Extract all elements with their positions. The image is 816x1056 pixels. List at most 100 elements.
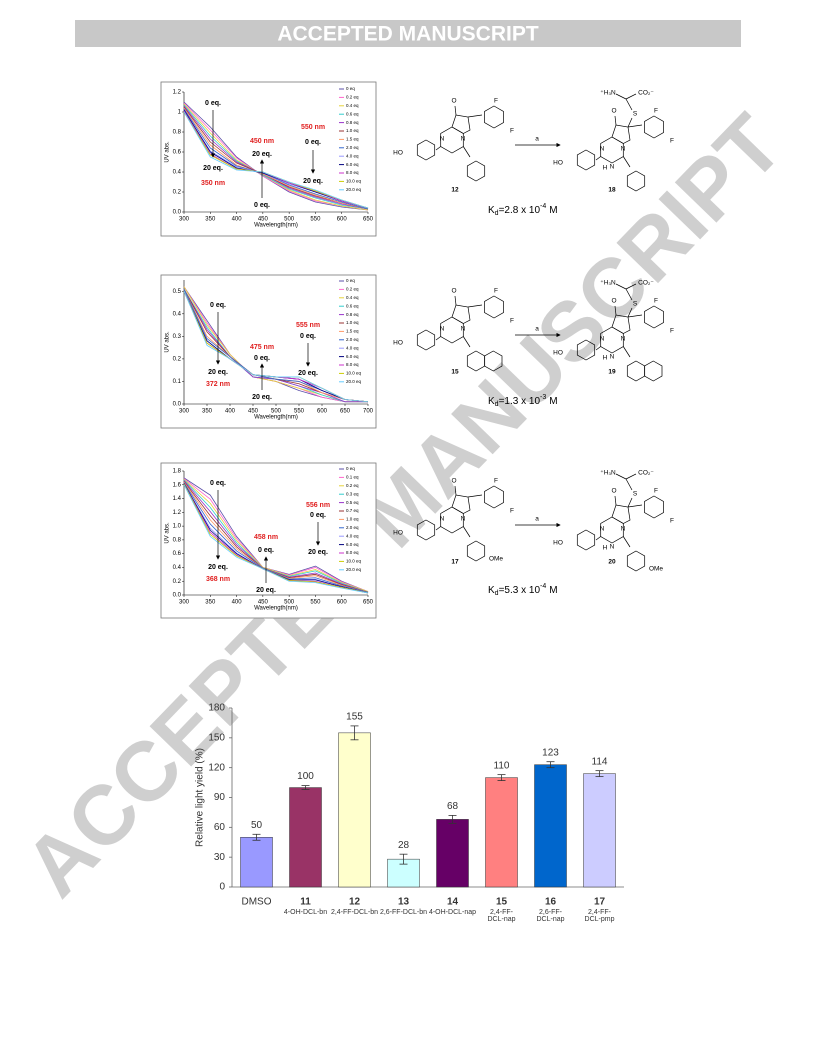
bond xyxy=(627,314,643,318)
atom-label: N xyxy=(461,326,466,333)
y-tick-label: 0.2 xyxy=(173,190,182,196)
kd-exponent: -3 xyxy=(540,394,546,401)
value-label: 50 xyxy=(251,820,263,831)
phenol-ring xyxy=(576,339,596,361)
atom-label: ⁺H₃N xyxy=(600,470,616,477)
bond xyxy=(595,536,601,541)
legend-label: 0.5 eq xyxy=(346,500,359,505)
atom-label: O xyxy=(611,488,616,495)
x-tick-label: 700 xyxy=(363,409,374,415)
category-note: DCL-pmp xyxy=(585,916,615,923)
atom-label: N xyxy=(621,146,626,153)
atom-label: N xyxy=(621,336,626,343)
atom-label: OMe xyxy=(489,556,503,563)
substituent-ring xyxy=(466,160,486,182)
bond xyxy=(625,93,637,100)
atom-label: F xyxy=(654,298,658,305)
bond xyxy=(614,305,617,316)
atom-label: N xyxy=(610,354,615,361)
atom-label: F xyxy=(494,478,498,485)
y-tick-label: 0.0 xyxy=(173,210,182,216)
value-label: 28 xyxy=(398,840,410,851)
kd-exponent: -4 xyxy=(540,583,546,590)
spectrum-line xyxy=(183,101,369,211)
bond xyxy=(627,504,643,508)
annotation: 20 eq. xyxy=(252,394,272,401)
annotation: 0 eq. xyxy=(305,139,321,146)
atom-label: O xyxy=(451,98,456,105)
annotation: 0 eq. xyxy=(310,512,326,519)
bond xyxy=(615,93,627,100)
legend-label: 1.0 eq xyxy=(346,517,359,522)
x-tick-label: 14 xyxy=(447,897,459,908)
bond xyxy=(467,114,483,118)
annotation: 0 eq. xyxy=(254,355,270,362)
atom-label: HO xyxy=(553,160,563,167)
x-tick-label: 400 xyxy=(232,217,243,223)
atom-label: HO xyxy=(393,150,403,157)
bond xyxy=(463,336,471,348)
annotation: 20 eq. xyxy=(303,178,323,185)
bar xyxy=(240,837,273,888)
annotation: 458 nm xyxy=(254,534,278,541)
legend-label: 6.0 eq xyxy=(346,162,359,167)
x-axis-label: Wavelength(nm) xyxy=(254,415,298,421)
legend-label: 6.0 eq xyxy=(346,354,359,359)
y-axis-label: UV abs. xyxy=(165,331,171,353)
atom-label: F xyxy=(654,488,658,495)
spectrum-line xyxy=(183,484,369,594)
y-tick-label: 1.2 xyxy=(173,510,182,516)
bond xyxy=(625,288,633,301)
legend-label: 0.4 eq xyxy=(346,103,359,108)
atom-label: N xyxy=(600,146,605,153)
bond xyxy=(625,473,637,480)
bar xyxy=(436,819,469,888)
atom-label: H xyxy=(603,355,608,362)
y-axis-label: UV abs. xyxy=(165,522,171,544)
value-label: 114 xyxy=(592,756,608,767)
value-label: 123 xyxy=(542,747,559,758)
atom-label: N xyxy=(610,544,615,551)
y-tick-label: 60 xyxy=(214,822,226,833)
value-label: 155 xyxy=(346,712,363,723)
x-tick-label: 300 xyxy=(179,600,190,606)
annotation: 0 eq. xyxy=(210,480,226,487)
atom-label: F xyxy=(494,98,498,105)
kd-text: Kd=2.8 x 10-4 M xyxy=(488,203,558,217)
x-tick-label: 650 xyxy=(363,600,374,606)
annotation: 556 nm xyxy=(306,502,330,509)
atom-label: N xyxy=(600,526,605,533)
category-note: DCL-nap xyxy=(487,916,515,923)
atom-label: HO xyxy=(393,530,403,537)
y-tick-label: 1 xyxy=(178,110,182,116)
legend-label: 8.0 eq xyxy=(346,170,359,175)
atom-label: N xyxy=(610,164,615,171)
annotation: 0 eq. xyxy=(300,333,316,340)
bond xyxy=(625,478,633,491)
bond xyxy=(625,98,633,111)
x-tick-label: 12 xyxy=(349,897,361,908)
atom-label: O xyxy=(611,108,616,115)
atom-label: S xyxy=(633,301,638,308)
chart-frame xyxy=(160,274,377,429)
kd-unit: M xyxy=(549,585,557,596)
legend-label: 0.2 eq xyxy=(346,287,359,292)
y-tick-label: 0.1 xyxy=(173,379,182,385)
atom-label: HO xyxy=(553,350,563,357)
x-axis-label: Wavelength(nm) xyxy=(254,606,298,612)
bond xyxy=(614,495,617,506)
bond xyxy=(615,283,627,290)
spectrum-line xyxy=(183,478,369,592)
atom-label: O xyxy=(611,298,616,305)
bond xyxy=(595,346,601,351)
x-tick-label: 16 xyxy=(545,897,557,908)
atom-label: CO₂⁻ xyxy=(638,470,654,477)
spectrum-line xyxy=(183,107,369,210)
y-tick-label: 1.4 xyxy=(173,496,182,502)
x-tick-label: 650 xyxy=(340,409,351,415)
imidazolone-ring xyxy=(611,124,631,144)
x-tick-label: 500 xyxy=(284,217,295,223)
category-note: 2,4-FF- xyxy=(490,909,514,916)
y-tick-label: 1.8 xyxy=(173,469,182,475)
